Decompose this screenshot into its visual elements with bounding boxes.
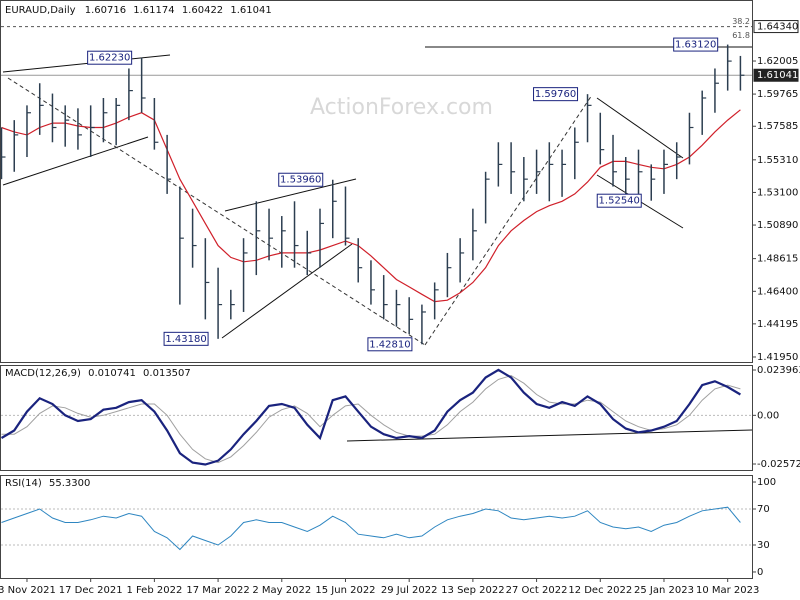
rsi-title: RSI(14) [5, 478, 42, 489]
x-tick-label: 27 Oct 2022 [506, 585, 568, 596]
macd-panel [0, 365, 753, 471]
trend-line [346, 429, 753, 442]
x-tick-label: 2 May 2022 [252, 585, 311, 596]
y-tick-label: -0.025726 [757, 459, 800, 470]
x-tick-label: 29 Jul 2022 [381, 585, 438, 596]
price-marker-label: 1.64340 [757, 22, 798, 33]
price-header: EURAUD,Daily 1.60716 1.61174 1.60422 1.6… [5, 5, 272, 16]
trend-line [224, 178, 357, 212]
trend-line [424, 94, 593, 346]
y-tick-label: 1.55310 [757, 155, 798, 166]
trend-line [596, 97, 684, 159]
annotation-box [596, 193, 642, 208]
x-tick-label: 10 Mar 2023 [696, 585, 759, 596]
annotation-box [278, 172, 324, 187]
y-tick-label: 1.41950 [757, 352, 798, 363]
rsi-panel [0, 475, 753, 579]
y-tick-label: 0.023963 [757, 365, 800, 376]
annotation-box [367, 337, 413, 352]
y-tick-label: 1.50890 [757, 220, 798, 231]
y-tick-label: 0 [757, 567, 763, 578]
macd-title: MACD(12,26,9) [5, 368, 81, 379]
annotation-box [87, 50, 133, 65]
x-tick-label: 17 Mar 2022 [186, 585, 249, 596]
symbol-title: EURAUD,Daily [5, 5, 76, 16]
rsi-readout: 55.3300 [49, 478, 90, 489]
moving-average [1, 109, 741, 303]
price-marker [753, 68, 799, 82]
close-readout: 1.61041 [230, 5, 271, 16]
x-tick-label: 25 Jan 2023 [634, 585, 694, 596]
x-tick-label: 1 Feb 2022 [126, 585, 182, 596]
trend-line [2, 136, 149, 186]
macd-readout: 0.010741 [88, 368, 136, 379]
y-tick-label: 1.44195 [757, 319, 798, 330]
annotation-label: 1.53960 [280, 175, 321, 186]
y-tick-label: 100 [757, 477, 776, 488]
y-tick-label: 70 [757, 504, 770, 515]
trend-line [221, 243, 353, 339]
y-tick-label: 1.62005 [757, 56, 798, 67]
fib-label: 38.2 [732, 17, 750, 26]
price-marker [753, 20, 799, 34]
signal-readout: 0.013507 [143, 368, 191, 379]
x-tick-label: 12 Dec 2022 [568, 585, 632, 596]
x-tick-label: 15 Jun 2022 [315, 585, 375, 596]
y-tick-label: 0.00 [757, 410, 779, 421]
watermark: ActionForex.com [310, 95, 493, 120]
y-tick-label: 1.48615 [757, 254, 798, 265]
high-readout: 1.61174 [133, 5, 174, 16]
annotation-label: 1.63120 [675, 40, 716, 51]
open-readout: 1.60716 [85, 5, 126, 16]
annotation-label: 1.62230 [89, 53, 130, 64]
y-tick-label: 30 [757, 540, 770, 551]
trend-line [7, 77, 426, 346]
y-tick-label: 1.59765 [757, 89, 798, 100]
price-marker-label: 1.61041 [757, 70, 798, 81]
trend-lines [2, 46, 753, 442]
x-tick-label: 17 Dec 2021 [59, 585, 123, 596]
annotation-box [533, 87, 579, 102]
y-tick-label: 1.57585 [757, 121, 798, 132]
x-tick-label: 3 Nov 2021 [0, 585, 56, 596]
y-tick-label: 1.46400 [757, 286, 798, 297]
fib-label: 61.8 [732, 31, 750, 40]
signal-line [1, 375, 741, 464]
annotation-label: 1.42810 [369, 339, 410, 350]
rsi-line [1, 506, 741, 551]
y-tick-label: 1.53100 [757, 187, 798, 198]
annotation-box [673, 37, 719, 52]
annotation-label: 1.59760 [535, 89, 576, 100]
annotation-label: 1.52540 [599, 196, 640, 207]
annotation-box [163, 331, 209, 346]
macd-line [0, 368, 741, 466]
rsi-header: RSI(14) 55.3300 [5, 478, 90, 489]
x-tick-label: 13 Sep 2022 [441, 585, 504, 596]
annotation-label: 1.43180 [165, 334, 206, 345]
macd-header: MACD(12,26,9) 0.010741 0.013507 [5, 368, 191, 379]
low-readout: 1.60422 [182, 5, 223, 16]
price-panel [0, 0, 753, 363]
